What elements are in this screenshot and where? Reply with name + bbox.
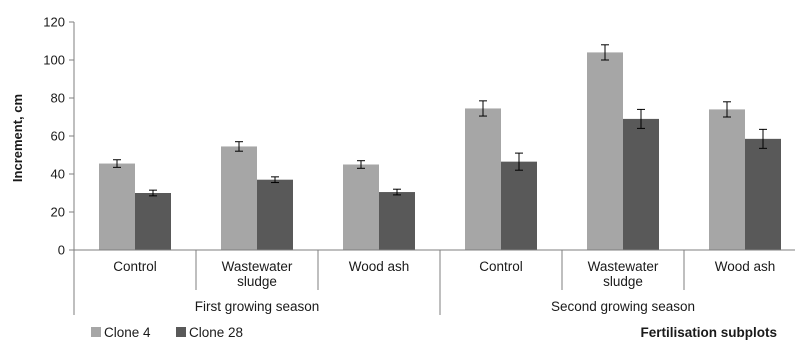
x-tick-label: Wood ash bbox=[349, 259, 410, 274]
y-tick-label: 20 bbox=[51, 205, 65, 220]
legend-label: Clone 4 bbox=[104, 325, 151, 340]
x-tick-label: Wood ash bbox=[715, 259, 776, 274]
y-tick-label: 120 bbox=[43, 15, 65, 30]
bar-clone-28 bbox=[257, 179, 293, 250]
x-tick-label: Control bbox=[113, 259, 157, 274]
y-tick-label: 60 bbox=[51, 129, 65, 144]
y-tick-label: 80 bbox=[51, 91, 65, 106]
group-label: Second growing season bbox=[551, 299, 695, 314]
bar-clone-28 bbox=[135, 193, 171, 250]
bar-clone-28 bbox=[745, 138, 781, 250]
bar-clone-4 bbox=[343, 164, 379, 250]
bar-clone-4 bbox=[587, 52, 623, 251]
bar-clone-28 bbox=[623, 118, 659, 251]
bars bbox=[99, 44, 781, 251]
y-axis-label: Increment, cm bbox=[10, 94, 25, 182]
legend-label: Clone 28 bbox=[189, 325, 243, 340]
y-tick-label: 100 bbox=[43, 53, 65, 68]
bar-clone-4 bbox=[709, 109, 745, 251]
bar-clone-28 bbox=[379, 192, 415, 250]
x-axis: Control Wastewater sludge Wood ash First gro… bbox=[73, 249, 795, 315]
y-axis: 0 20 40 60 80 100 120 bbox=[43, 15, 75, 258]
fertilisation-subplots-label: Fertilisation subplots bbox=[640, 325, 777, 340]
bar-clone-28 bbox=[501, 161, 537, 250]
y-tick-label: 0 bbox=[58, 243, 65, 258]
legend: Clone 4 Clone 28 bbox=[91, 325, 243, 340]
bar-clone-4 bbox=[221, 146, 257, 250]
group-label: First growing season bbox=[195, 299, 320, 314]
legend-swatch bbox=[91, 327, 101, 337]
x-tick-label: Wastewater sludge bbox=[222, 259, 293, 289]
legend-swatch bbox=[176, 327, 186, 337]
y-tick-label: 40 bbox=[51, 167, 65, 182]
x-tick-label: Wastewater sludge bbox=[588, 259, 659, 289]
x-tick-label: Control bbox=[479, 259, 523, 274]
bar-clone-4 bbox=[465, 108, 501, 250]
bar-clone-4 bbox=[99, 163, 135, 250]
